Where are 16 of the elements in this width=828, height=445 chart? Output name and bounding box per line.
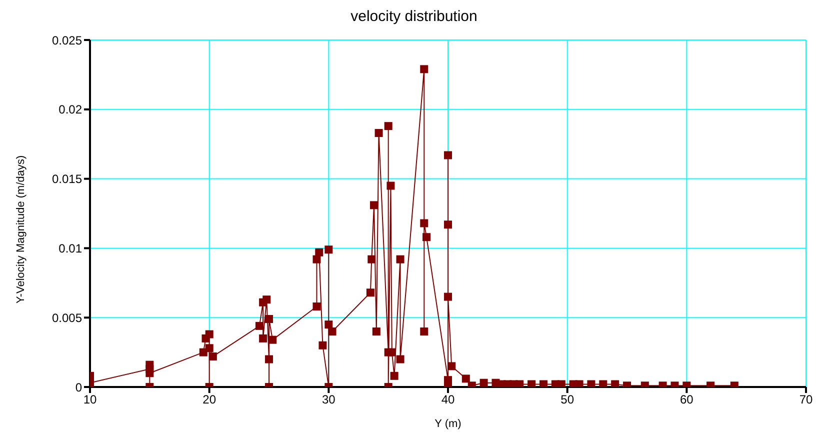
x-axis-title: Y (m) bbox=[434, 418, 462, 430]
x-tick-label: 50 bbox=[560, 392, 574, 407]
y-tick-label: 0.01 bbox=[58, 241, 82, 256]
y-axis-title: Y-Velocity Magnitude (m/days) bbox=[14, 155, 27, 304]
y-tick-label: 0.025 bbox=[52, 33, 82, 48]
x-tick-label: 30 bbox=[322, 392, 336, 407]
chart-title: velocity distribution bbox=[350, 8, 478, 25]
x-tick-label: 20 bbox=[202, 392, 216, 407]
x-tick-label: 70 bbox=[799, 392, 813, 407]
x-tick-label: 40 bbox=[441, 392, 455, 407]
y-tick-label: 0.02 bbox=[58, 102, 82, 117]
y-tick-label: 0.005 bbox=[52, 310, 82, 325]
y-tick-label: 0 bbox=[75, 380, 82, 394]
x-tick-label: 10 bbox=[83, 392, 97, 407]
y-tick-label: 0.015 bbox=[52, 172, 82, 186]
x-tick-label: 60 bbox=[680, 392, 694, 407]
